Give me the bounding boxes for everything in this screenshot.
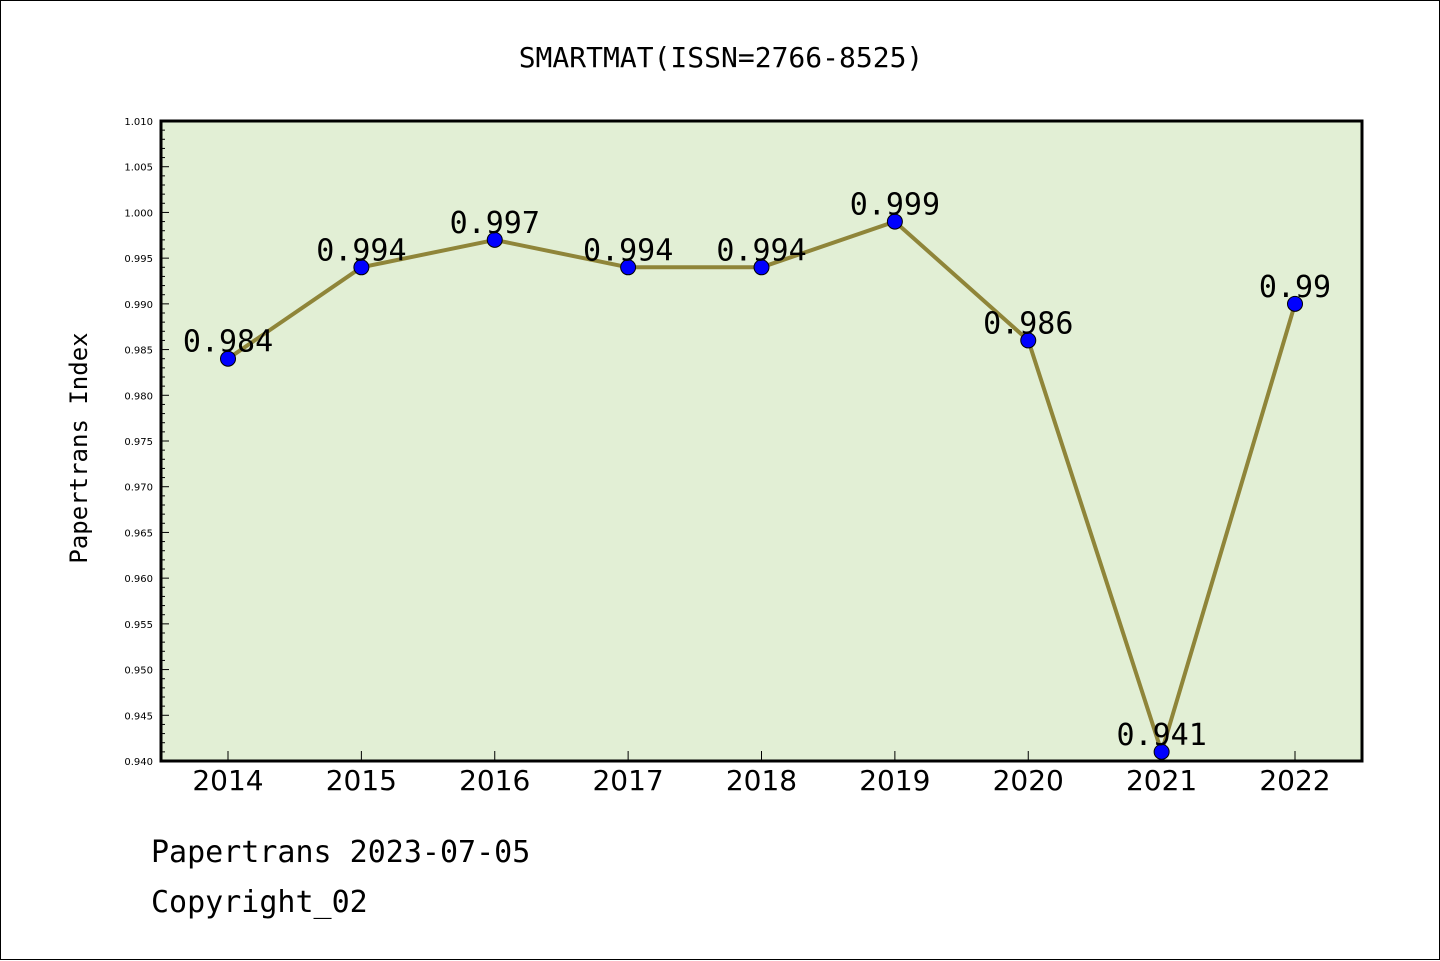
x-tick-label: 2018	[726, 764, 797, 797]
data-point	[753, 259, 770, 276]
y-tick-label: 1.005	[124, 163, 153, 174]
footer-date-line: Papertrans 2023-07-05	[151, 835, 531, 870]
y-tick-label: 0.965	[124, 528, 153, 539]
footer-copyright: Copyright_02	[151, 885, 368, 920]
y-tick-label: 0.995	[124, 254, 153, 265]
data-point	[886, 213, 903, 230]
x-tick-label: 2020	[993, 764, 1064, 797]
y-tick-label: 0.945	[124, 711, 153, 722]
x-tick-label: 2017	[592, 764, 663, 797]
x-tick-label: 2022	[1259, 764, 1330, 797]
data-point	[1287, 295, 1303, 312]
y-tick-label: 1.000	[124, 208, 153, 219]
y-tick-label: 0.985	[124, 346, 153, 357]
x-tick-label: 2014	[192, 764, 263, 797]
y-tick-label: 0.975	[124, 437, 153, 448]
data-point	[1020, 332, 1037, 349]
data-label: 0.994	[316, 233, 406, 268]
x-tick-label: 2021	[1126, 764, 1197, 797]
data-label: 0.994	[716, 233, 806, 268]
data-point	[1153, 743, 1170, 760]
data-label: 0.99	[1259, 270, 1331, 305]
y-tick-label: 0.990	[124, 300, 153, 311]
x-tick-label: 2015	[326, 764, 397, 797]
data-point	[220, 350, 236, 367]
y-tick-label: 0.955	[124, 620, 153, 631]
data-labels: 0.984 0.994 0.997 0.994 0.994 0.999 0.986 0.941…	[183, 188, 1331, 753]
data-label: 0.986	[983, 306, 1073, 341]
y-tick-label: 0.940	[124, 757, 153, 768]
y-tick-label: 0.950	[124, 666, 153, 677]
y-tick-label: 0.960	[124, 574, 153, 585]
data-label: 0.941	[1116, 718, 1206, 753]
x-tick-label: 2019	[859, 764, 930, 797]
data-point	[620, 259, 637, 276]
data-label: 0.997	[450, 206, 540, 241]
data-point	[353, 259, 370, 276]
data-label: 0.999	[850, 188, 940, 223]
y-tick-label: 0.970	[124, 483, 153, 494]
y-axis-label: Papertrans Index	[65, 332, 93, 563]
chart-title: SMARTMAT(ISSN=2766-8525)	[519, 41, 924, 74]
data-label: 0.984	[183, 325, 273, 360]
x-tick-label: 2016	[459, 764, 530, 797]
data-point	[486, 231, 503, 248]
data-markers	[220, 213, 1303, 760]
plot-border	[159, 119, 1364, 763]
y-tick-label: 0.980	[124, 391, 153, 402]
x-axis: 2014 2015 2016 2017 2018 2019 2020 2021 2022	[192, 751, 1331, 797]
data-label: 0.994	[583, 233, 673, 268]
plot-area	[161, 121, 1362, 761]
y-tick-label: 1.010	[124, 117, 153, 128]
